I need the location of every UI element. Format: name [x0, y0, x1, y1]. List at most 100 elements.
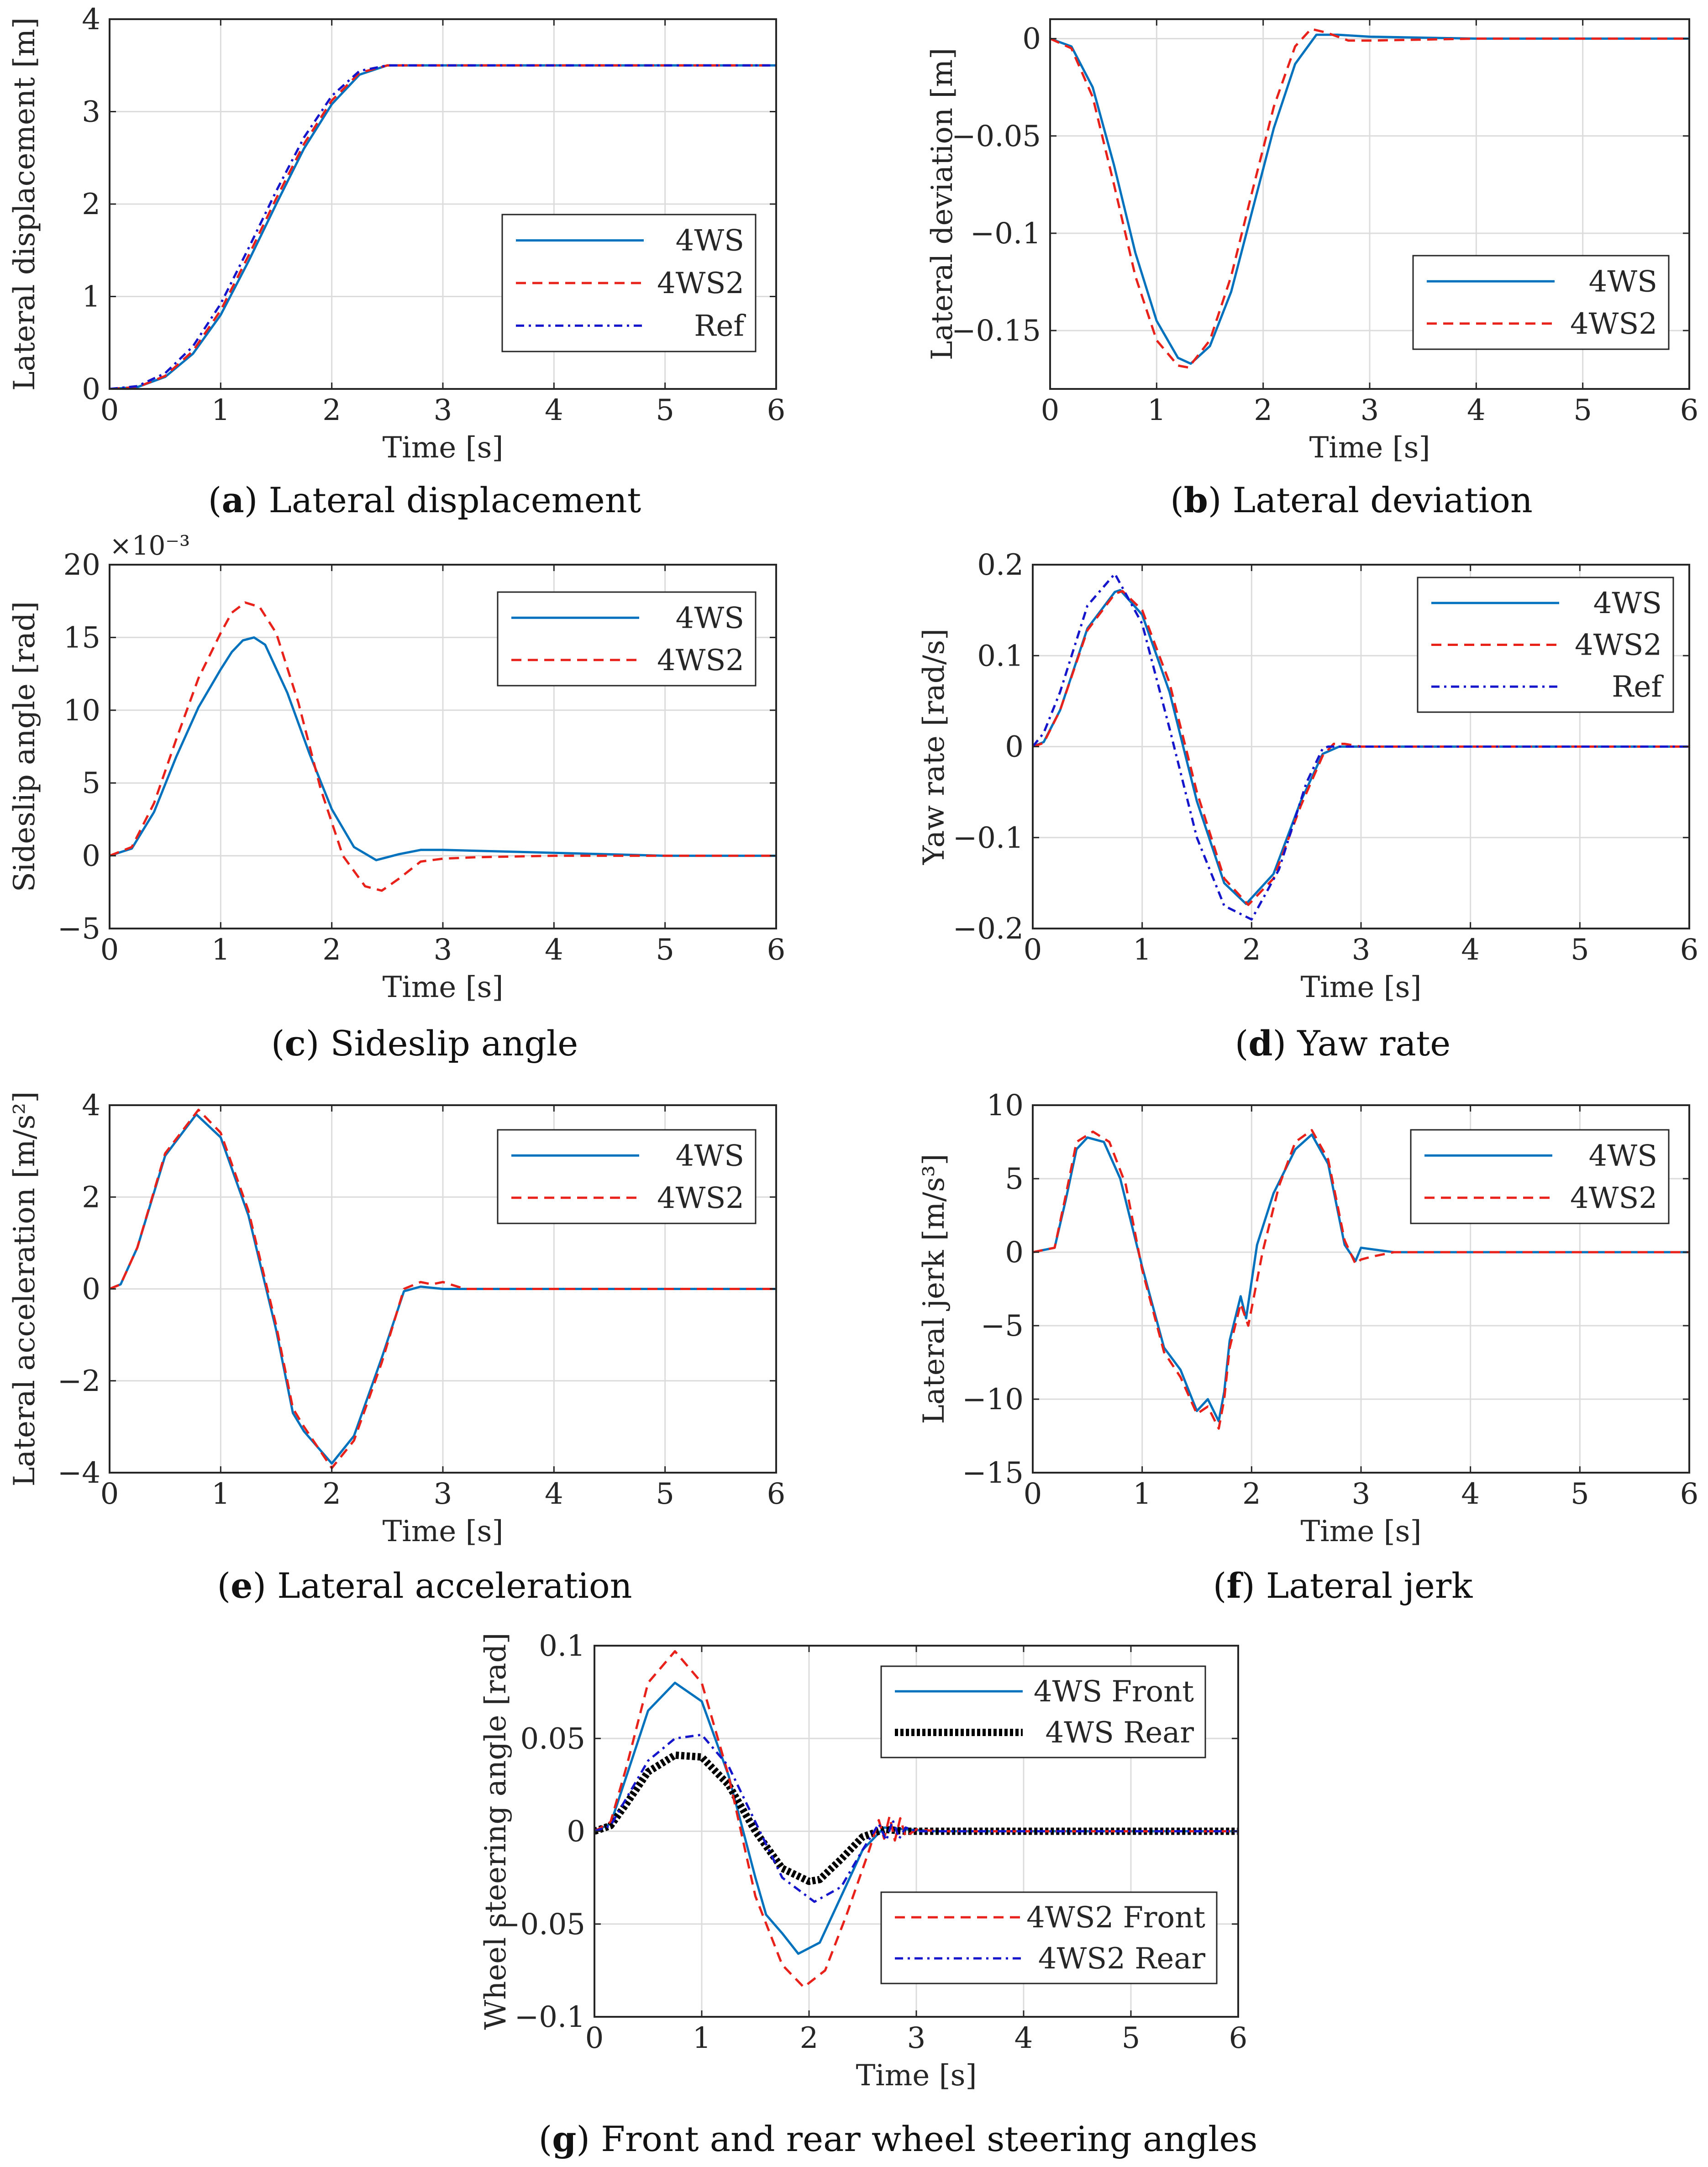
caption: (f) Lateral jerk — [1213, 1565, 1473, 1606]
caption-paren: ( — [217, 1565, 231, 1606]
y-tick-label: 0 — [1022, 22, 1041, 56]
chart-panel-a: 0 1 2 3 4 5 6 0 1 2 3 4 Time [s] Lateral displacement… — [8, 3, 785, 520]
x-axis-label: Time [s] — [1309, 431, 1430, 465]
y-tick-label: 0.1 — [539, 1629, 585, 1663]
y-axis-label: Lateral acceleration [m/s²] — [8, 1091, 42, 1487]
x-tick-label: 0 — [1041, 394, 1060, 427]
y-tick-label: 15 — [63, 621, 100, 655]
series-line-4ws2-rear — [594, 1733, 1238, 1903]
series-line-4ws2-front — [594, 1650, 1238, 1989]
y-tick-label: 0.2 — [977, 548, 1024, 582]
y-tick-label: 0 — [82, 373, 100, 406]
caption-text: ) Lateral deviation — [1208, 480, 1533, 520]
legend-label: 4WS2 Front — [1026, 1901, 1205, 1935]
series-group — [1050, 27, 1689, 369]
x-tick-label: 0 — [1024, 1477, 1042, 1511]
x-tick-label: 5 — [1571, 1477, 1589, 1511]
x-tick-label: 1 — [1147, 394, 1166, 427]
legend-label: 4WS2 — [657, 267, 744, 300]
x-axis-label: Time [s] — [383, 431, 504, 465]
y-tick-label: −15 — [962, 1456, 1024, 1490]
series-line-4ws2 — [110, 64, 776, 389]
caption-letter: g — [552, 2119, 576, 2159]
caption: (d) Yaw rate — [1235, 1023, 1451, 1064]
x-tick-label: 5 — [1122, 2021, 1140, 2055]
x-tick-label: 6 — [767, 394, 786, 427]
caption-letter: b — [1184, 480, 1208, 520]
caption: (a) Lateral displacement — [208, 480, 641, 520]
x-tick-label: 6 — [767, 1477, 786, 1511]
caption-letter: d — [1248, 1023, 1272, 1064]
caption-text: ) Lateral jerk — [1241, 1565, 1473, 1606]
y-tick-label: 0 — [82, 1273, 100, 1306]
legend-label: 4WS2 Rear — [1038, 1942, 1206, 1976]
x-axis-label: Time [s] — [856, 2059, 977, 2093]
y-tick-label: −5 — [58, 912, 100, 946]
caption-letter: a — [221, 480, 244, 520]
chart-panel-b: 0 1 2 3 4 5 6 0 −0.05 −0.1 −0.15 Time [s] Lateral de… — [925, 18, 1699, 520]
x-tick-label: 4 — [545, 394, 563, 427]
x-tick-label: 0 — [585, 2021, 604, 2055]
y-axis-label: Lateral deviation [m] — [925, 48, 959, 360]
y-tick-label: −0.05 — [496, 1908, 585, 1941]
series-line-ref — [110, 64, 776, 389]
y-tick-label: −0.05 — [951, 120, 1041, 153]
x-tick-label: 0 — [100, 1477, 119, 1511]
legend-label: 4WS — [676, 224, 744, 258]
x-tick-label: 3 — [434, 394, 452, 427]
caption-paren: ( — [1170, 480, 1184, 520]
y-axis-label: Wheel steering angle [rad] — [479, 1632, 513, 2030]
y-tick-label: 4 — [82, 3, 100, 37]
x-tick-label: 4 — [1461, 1477, 1480, 1511]
x-tick-label: 0 — [1024, 933, 1042, 967]
y-tick-label: 0 — [82, 840, 100, 873]
caption-letter: c — [284, 1023, 305, 1064]
series-line-4ws2 — [1033, 1129, 1689, 1430]
chart-panel-f: 0 1 2 3 4 5 6 −15 −10 −5 0 5 10 Time [s] Lateral jerk … — [917, 1089, 1698, 1606]
legend-box: 4WS 4WS2 — [1412, 255, 1670, 350]
x-tick-label: 3 — [1361, 394, 1379, 427]
x-tick-label: 6 — [767, 933, 786, 967]
legend-label: 4WS Rear — [1046, 1716, 1194, 1750]
legend-frame — [1417, 577, 1674, 713]
x-tick-label: 2 — [1242, 933, 1261, 967]
y-tick-label: 10 — [987, 1089, 1024, 1123]
legend-label: Ref — [694, 309, 746, 343]
chart-panel-e: 0 1 2 3 4 5 6 −4 −2 0 2 4 Time [s] Lateral accelerati… — [8, 1089, 785, 1606]
x-tick-label: 1 — [1133, 933, 1151, 967]
caption-text: ) Lateral displacement — [244, 480, 641, 520]
y-tick-label: 0 — [1005, 1236, 1024, 1270]
series-line-4ws — [1050, 33, 1689, 365]
y-axis-label: Lateral displacement [m] — [8, 17, 42, 391]
x-tick-label: 3 — [1352, 933, 1371, 967]
series-line-4ws-rear — [594, 1751, 1238, 1885]
x-axis-label: Time [s] — [383, 1515, 504, 1548]
legend-label: 4WS — [1593, 587, 1662, 620]
x-tick-label: 4 — [1461, 933, 1480, 967]
caption-letter: e — [231, 1565, 252, 1606]
y-tick-label: 0.05 — [520, 1722, 586, 1756]
legend-label: 4WS2 — [1570, 1181, 1657, 1215]
y-axis-label: Lateral jerk [m/s³] — [917, 1154, 951, 1424]
legend-label: 4WS — [676, 1139, 744, 1173]
legend-box: 4WS 4WS2 — [497, 1129, 757, 1224]
y-tick-label: 2 — [82, 1181, 100, 1214]
legend-label: 4WS2 — [1575, 629, 1662, 662]
legend-box: 4WS 4WS2 — [1410, 1129, 1670, 1224]
y-tick-label: −0.1 — [970, 217, 1041, 251]
x-tick-label: 0 — [100, 933, 119, 967]
legend-frame — [1412, 255, 1670, 350]
legend-frame — [497, 591, 757, 687]
legend-frame — [1410, 1129, 1670, 1224]
x-tick-label: 3 — [1352, 1477, 1371, 1511]
y-tick-label: 3 — [82, 95, 100, 129]
y-tick-label: −10 — [962, 1383, 1024, 1417]
y-tick-label: 20 — [63, 548, 100, 582]
y-tick-label: −0.1 — [953, 821, 1024, 855]
x-tick-label: 2 — [1254, 394, 1272, 427]
legend-label: 4WS — [676, 601, 744, 635]
x-tick-label: 6 — [1680, 394, 1699, 427]
y-tick-label: −2 — [58, 1364, 100, 1398]
x-tick-label: 4 — [545, 1477, 563, 1511]
